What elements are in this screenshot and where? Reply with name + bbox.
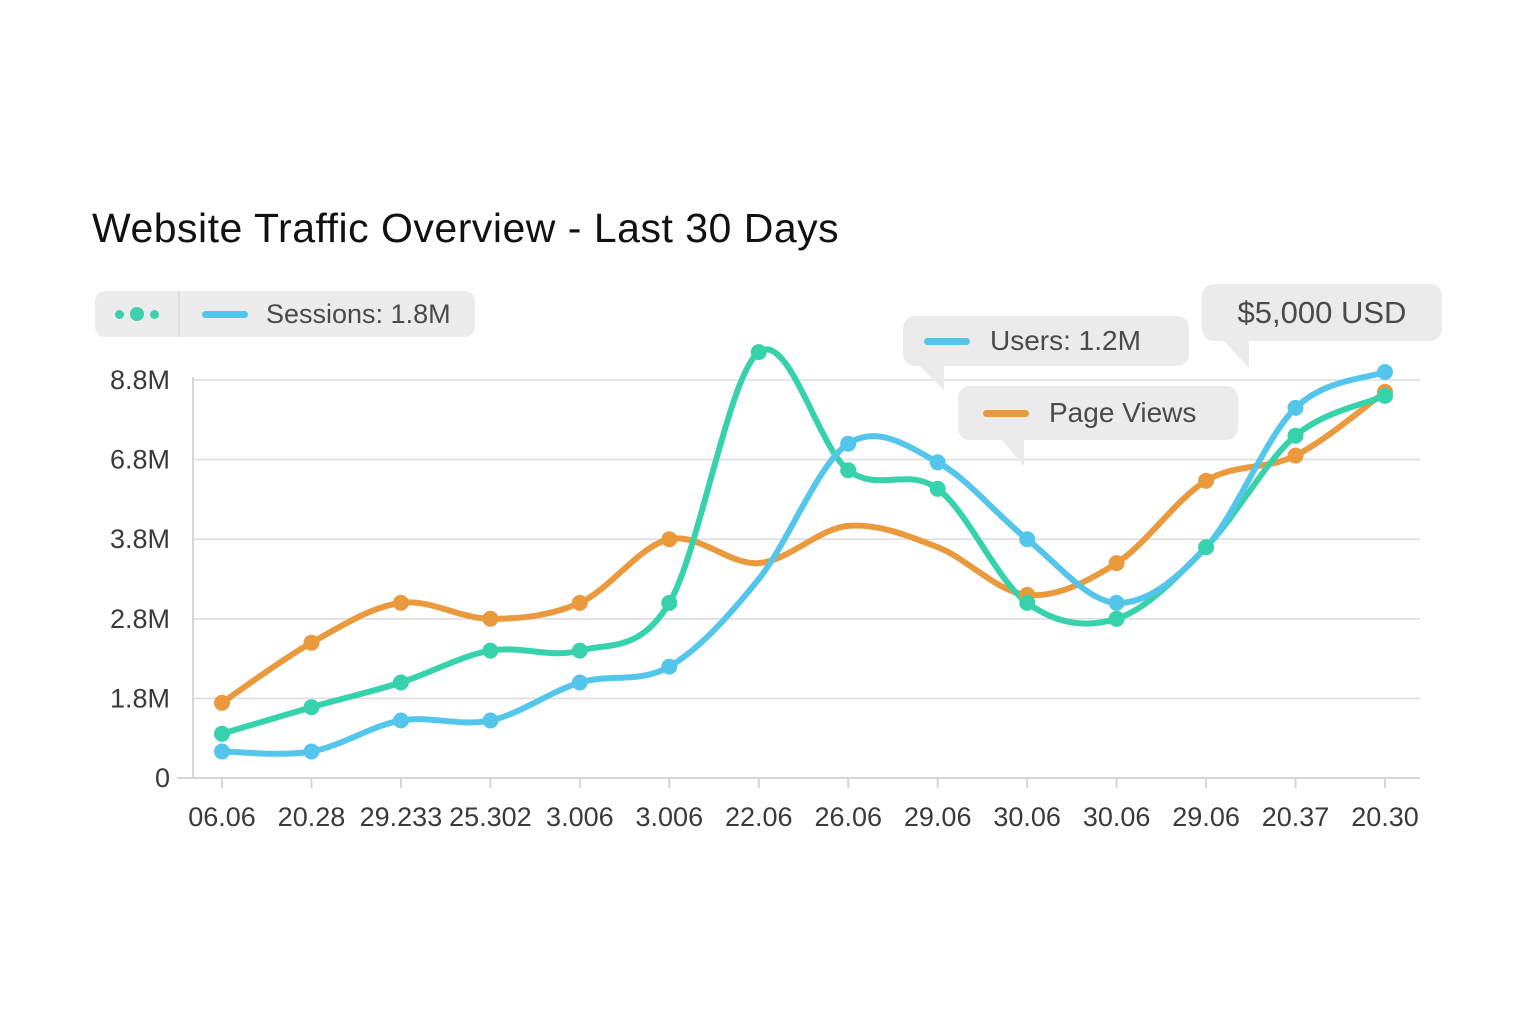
data-point-orange-10[interactable] <box>1108 555 1125 572</box>
y-tick-label: 6.8M <box>110 445 170 475</box>
x-tick-label: 3.006 <box>546 802 614 832</box>
x-tick-label: 20.37 <box>1262 802 1330 832</box>
data-point-orange-2[interactable] <box>392 594 409 611</box>
data-point-orange-0[interactable] <box>214 694 230 711</box>
data-point-teal-1[interactable] <box>303 699 320 716</box>
y-tick-label: 2.8M <box>110 604 170 634</box>
data-point-blue-4[interactable] <box>571 674 588 691</box>
data-point-teal-12[interactable] <box>1287 427 1304 444</box>
data-point-orange-4[interactable] <box>571 594 588 611</box>
legend-dots-group <box>95 291 180 337</box>
data-point-teal-0[interactable] <box>214 725 230 742</box>
tooltip-tail-icon <box>918 364 944 390</box>
data-point-teal-4[interactable] <box>571 642 588 659</box>
data-point-blue-1[interactable] <box>303 743 320 760</box>
x-tick-label: 30.06 <box>993 802 1061 832</box>
users-tooltip-label: Users: 1.2M <box>990 325 1141 356</box>
x-tick-label: 26.06 <box>814 802 882 832</box>
data-point-teal-11[interactable] <box>1198 539 1215 556</box>
y-tick-label: 1.8M <box>110 683 170 713</box>
data-point-orange-3[interactable] <box>482 610 499 627</box>
data-point-teal-8[interactable] <box>929 480 946 497</box>
x-tick-label: 29.06 <box>1172 802 1240 832</box>
sessions-line-swatch-icon <box>202 310 248 318</box>
tooltip-tail-icon <box>1000 438 1024 466</box>
x-tick-label: 29.06 <box>904 802 972 832</box>
data-point-teal-9[interactable] <box>1019 594 1036 611</box>
usd-tooltip: $5,000 USD <box>1202 284 1442 368</box>
legend-sessions-entry: Sessions: 1.8M <box>180 299 475 330</box>
data-point-blue-10[interactable] <box>1108 594 1125 611</box>
data-point-blue-5[interactable] <box>661 658 678 675</box>
x-tick-label: 06.06 <box>188 802 256 832</box>
data-point-teal-7[interactable] <box>840 462 857 479</box>
data-point-teal-10[interactable] <box>1108 610 1125 627</box>
data-point-teal-2[interactable] <box>392 674 409 691</box>
sessions-legend-label: Sessions: 1.8M <box>266 298 451 329</box>
y-tick-label: 3.8M <box>110 524 170 554</box>
users-line-swatch-icon <box>924 337 970 345</box>
data-point-orange-1[interactable] <box>303 634 320 651</box>
page-views-tooltip-label: Page Views <box>1049 397 1197 428</box>
x-tick-label: 29.233 <box>360 802 443 832</box>
usd-tooltip-label: $5,000 USD <box>1237 294 1407 330</box>
data-point-orange-5[interactable] <box>661 531 678 548</box>
x-tick-label: 22.06 <box>725 802 793 832</box>
tooltip-tail-icon <box>1222 339 1249 368</box>
x-tick-label: 3.006 <box>636 802 704 832</box>
data-point-blue-2[interactable] <box>392 712 409 729</box>
legend-pill[interactable]: Sessions: 1.8M <box>95 291 475 337</box>
data-point-teal-3[interactable] <box>482 642 499 659</box>
series-path-orange <box>219 388 1388 706</box>
page-title: Website Traffic Overview - Last 30 Days <box>92 205 840 251</box>
data-point-blue-3[interactable] <box>482 712 499 729</box>
data-point-blue-7[interactable] <box>840 435 857 452</box>
dot-icon <box>114 309 124 319</box>
data-point-blue-0[interactable] <box>214 743 230 760</box>
data-point-orange-12[interactable] <box>1287 447 1304 464</box>
x-tick-label: 25.302 <box>449 802 532 832</box>
x-tick-label: 30.06 <box>1083 802 1151 832</box>
page-views-tooltip: Page Views <box>958 386 1238 466</box>
data-point-teal-6[interactable] <box>750 344 767 361</box>
data-point-orange-11[interactable] <box>1198 472 1215 489</box>
page-views-line-swatch-icon <box>983 409 1029 417</box>
users-tooltip: Users: 1.2M <box>903 316 1189 390</box>
y-tick-label: 0 <box>155 763 170 793</box>
data-point-blue-8[interactable] <box>929 454 946 471</box>
data-point-blue-12[interactable] <box>1287 399 1304 416</box>
data-point-teal-13[interactable] <box>1377 387 1393 404</box>
y-tick-label: 8.8M <box>110 365 170 395</box>
x-tick-label: 20.28 <box>278 802 346 832</box>
data-point-teal-5[interactable] <box>661 594 678 611</box>
data-point-blue-9[interactable] <box>1019 531 1036 548</box>
x-tick-label: 20.30 <box>1351 802 1419 832</box>
dot-icon <box>129 307 144 321</box>
dot-icon <box>149 309 159 319</box>
data-point-blue-13[interactable] <box>1377 364 1393 380</box>
